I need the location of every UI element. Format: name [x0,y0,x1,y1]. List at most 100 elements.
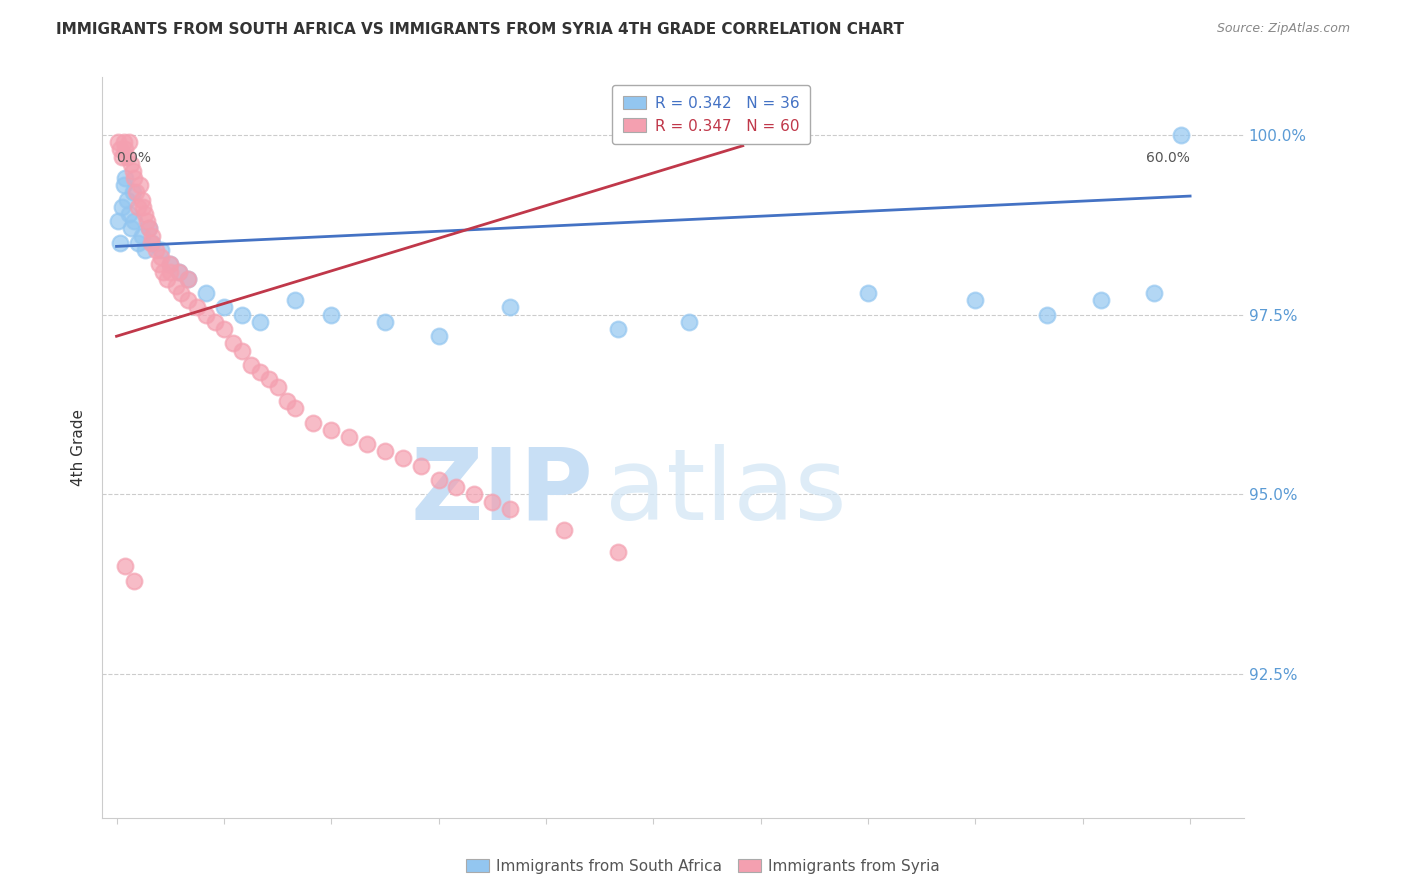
Point [374,444,396,458]
Point [117,193,139,207]
Point [118,135,141,149]
Point [856,286,879,301]
Point [167,264,190,278]
Point [139,235,162,250]
Point [114,142,136,156]
Point [131,193,153,207]
Point [138,221,160,235]
Point [409,458,432,473]
Point [195,286,218,301]
Point [1090,293,1112,308]
Legend: Immigrants from South Africa, Immigrants from Syria: Immigrants from South Africa, Immigrants… [460,853,946,880]
Point [124,574,146,588]
Point [141,228,163,243]
Point [302,416,325,430]
Point [159,257,181,271]
Point [152,264,174,278]
Point [127,200,149,214]
Point [112,135,135,149]
Point [266,379,288,393]
Point [177,271,200,285]
Point [132,200,155,214]
Point [284,401,307,416]
Text: ZIP: ZIP [411,443,593,541]
Point [141,235,163,250]
Point [148,257,170,271]
Point [112,178,135,193]
Point [284,293,307,308]
Point [107,135,129,149]
Point [204,315,226,329]
Point [125,186,148,200]
Point [427,473,450,487]
Point [374,315,396,329]
Point [177,293,200,308]
Point [127,235,149,250]
Point [249,365,271,379]
Point [136,214,159,228]
Point [120,157,142,171]
Point [463,487,485,501]
Point [159,264,181,278]
Legend: R = 0.342   N = 36, R = 0.347   N = 60: R = 0.342 N = 36, R = 0.347 N = 60 [612,85,810,145]
Point [678,315,700,329]
Point [121,164,143,178]
Point [134,243,156,257]
Point [167,264,190,278]
Point [1036,308,1059,322]
Point [107,214,129,228]
Text: atlas: atlas [605,443,846,541]
Point [195,308,218,322]
Point [121,186,143,200]
Point [212,301,235,315]
Point [606,322,628,336]
Point [170,286,193,301]
Point [124,214,146,228]
Point [239,358,262,372]
Text: 60.0%: 60.0% [1146,152,1189,166]
Point [108,142,131,156]
Point [222,336,245,351]
Point [249,315,271,329]
Point [965,293,987,308]
Point [131,228,153,243]
Point [124,171,146,186]
Point [446,480,468,494]
Point [111,200,134,214]
Point [138,221,160,235]
Point [128,178,150,193]
Point [553,524,575,538]
Text: Source: ZipAtlas.com: Source: ZipAtlas.com [1216,22,1350,36]
Point [276,393,298,408]
Point [257,372,280,386]
Point [481,494,503,508]
Point [177,271,200,285]
Point [231,343,253,358]
Y-axis label: 4th Grade: 4th Grade [72,409,86,486]
Point [391,451,413,466]
Point [186,301,208,315]
Point [117,149,139,163]
Point [321,308,343,322]
Point [134,207,156,221]
Point [1143,286,1166,301]
Point [145,243,167,257]
Point [1170,128,1192,142]
Point [150,243,173,257]
Point [114,171,136,186]
Point [427,329,450,343]
Point [321,423,343,437]
Point [165,279,187,293]
Point [356,437,378,451]
Text: IMMIGRANTS FROM SOUTH AFRICA VS IMMIGRANTS FROM SYRIA 4TH GRADE CORRELATION CHAR: IMMIGRANTS FROM SOUTH AFRICA VS IMMIGRAN… [56,22,904,37]
Point [114,559,136,574]
Point [337,430,360,444]
Point [120,221,142,235]
Point [111,149,134,163]
Point [499,501,522,516]
Point [499,301,522,315]
Text: 0.0%: 0.0% [117,152,152,166]
Point [156,271,179,285]
Point [159,257,181,271]
Point [150,250,173,264]
